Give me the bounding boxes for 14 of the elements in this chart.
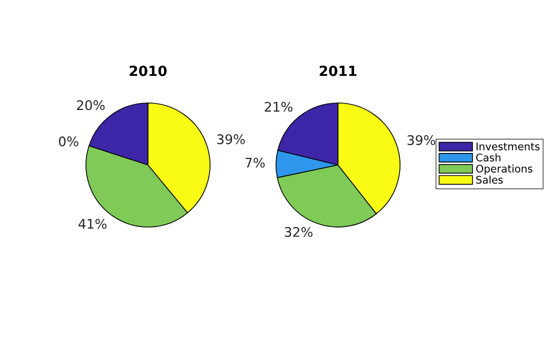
data-label: 21% bbox=[264, 102, 292, 112]
legend-label: Sales bbox=[476, 176, 503, 184]
legend-label: Investments bbox=[476, 142, 540, 150]
data-label: 7% bbox=[246, 158, 265, 168]
chart-title: 2010 bbox=[130, 66, 167, 76]
data-label: 32% bbox=[284, 227, 312, 237]
chart-title: 2011 bbox=[320, 66, 356, 76]
data-label: 20% bbox=[77, 100, 105, 110]
data-label: 41% bbox=[78, 218, 106, 229]
legend-label: Cash bbox=[476, 153, 500, 162]
legend-label: Operations bbox=[476, 164, 532, 175]
text: 0% bbox=[58, 136, 78, 146]
data-label: 39% bbox=[217, 134, 245, 144]
data-label: 39% bbox=[408, 135, 436, 146]
